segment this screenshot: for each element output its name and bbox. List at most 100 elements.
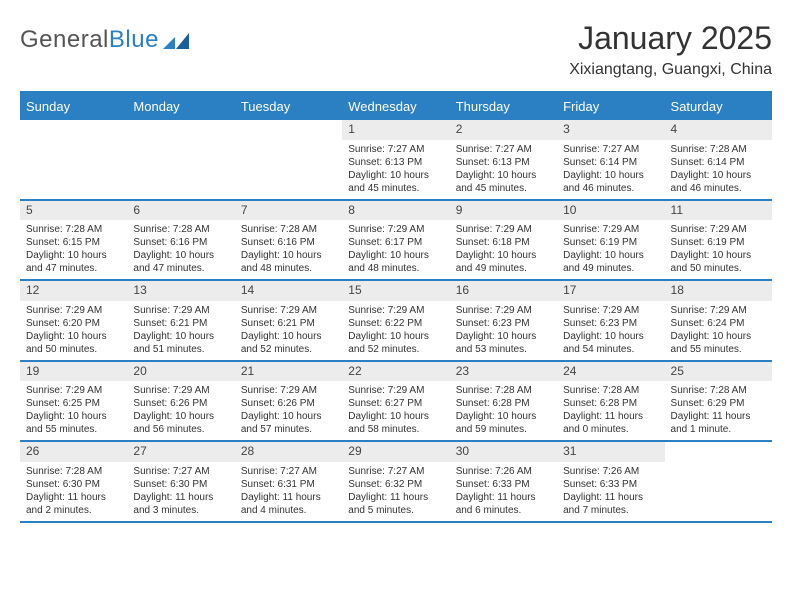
calendar-day-cell: 11Sunrise: 7:29 AMSunset: 6:19 PMDayligh… xyxy=(665,201,772,280)
sunset-line: Sunset: 6:13 PM xyxy=(456,156,551,169)
sunset-line: Sunset: 6:22 PM xyxy=(348,317,443,330)
day-details: Sunrise: 7:28 AMSunset: 6:16 PMDaylight:… xyxy=(235,220,342,279)
day-number: 23 xyxy=(450,362,557,382)
month-title: January 2025 xyxy=(569,20,772,57)
sunset-line: Sunset: 6:33 PM xyxy=(456,478,551,491)
daylight-line: Daylight: 10 hours and 52 minutes. xyxy=(241,330,336,356)
weeks-container: 1Sunrise: 7:27 AMSunset: 6:13 PMDaylight… xyxy=(20,120,772,523)
calendar-day-cell: 18Sunrise: 7:29 AMSunset: 6:24 PMDayligh… xyxy=(665,281,772,360)
sunset-line: Sunset: 6:28 PM xyxy=(456,397,551,410)
calendar-day-cell: 31Sunrise: 7:26 AMSunset: 6:33 PMDayligh… xyxy=(557,442,664,521)
sunset-line: Sunset: 6:15 PM xyxy=(26,236,121,249)
sunset-line: Sunset: 6:23 PM xyxy=(563,317,658,330)
daylight-line: Daylight: 10 hours and 55 minutes. xyxy=(26,410,121,436)
calendar-day-cell: 1Sunrise: 7:27 AMSunset: 6:13 PMDaylight… xyxy=(342,120,449,199)
daylight-line: Daylight: 11 hours and 6 minutes. xyxy=(456,491,551,517)
day-details: Sunrise: 7:29 AMSunset: 6:17 PMDaylight:… xyxy=(342,220,449,279)
sunrise-line: Sunrise: 7:29 AM xyxy=(241,304,336,317)
daylight-line: Daylight: 10 hours and 52 minutes. xyxy=(348,330,443,356)
day-of-week-header: Monday xyxy=(127,93,234,120)
sunrise-line: Sunrise: 7:29 AM xyxy=(26,304,121,317)
calendar-week-row: 1Sunrise: 7:27 AMSunset: 6:13 PMDaylight… xyxy=(20,120,772,201)
sunset-line: Sunset: 6:33 PM xyxy=(563,478,658,491)
calendar-day-cell xyxy=(235,120,342,199)
day-number: 12 xyxy=(20,281,127,301)
days-of-week-row: SundayMondayTuesdayWednesdayThursdayFrid… xyxy=(20,93,772,120)
daylight-line: Daylight: 10 hours and 49 minutes. xyxy=(563,249,658,275)
day-details: Sunrise: 7:29 AMSunset: 6:23 PMDaylight:… xyxy=(450,301,557,360)
day-number: 30 xyxy=(450,442,557,462)
daylight-line: Daylight: 10 hours and 51 minutes. xyxy=(133,330,228,356)
day-of-week-header: Saturday xyxy=(665,93,772,120)
sunset-line: Sunset: 6:21 PM xyxy=(133,317,228,330)
sunrise-line: Sunrise: 7:28 AM xyxy=(563,384,658,397)
daylight-line: Daylight: 10 hours and 48 minutes. xyxy=(241,249,336,275)
calendar-day-cell: 10Sunrise: 7:29 AMSunset: 6:19 PMDayligh… xyxy=(557,201,664,280)
daylight-line: Daylight: 10 hours and 55 minutes. xyxy=(671,330,766,356)
day-details: Sunrise: 7:28 AMSunset: 6:15 PMDaylight:… xyxy=(20,220,127,279)
day-details: Sunrise: 7:29 AMSunset: 6:21 PMDaylight:… xyxy=(235,301,342,360)
day-details: Sunrise: 7:26 AMSunset: 6:33 PMDaylight:… xyxy=(557,462,664,521)
sunrise-line: Sunrise: 7:29 AM xyxy=(348,304,443,317)
daylight-line: Daylight: 10 hours and 47 minutes. xyxy=(26,249,121,275)
daylight-line: Daylight: 10 hours and 53 minutes. xyxy=(456,330,551,356)
sunrise-line: Sunrise: 7:29 AM xyxy=(133,304,228,317)
calendar-day-cell: 5Sunrise: 7:28 AMSunset: 6:15 PMDaylight… xyxy=(20,201,127,280)
daylight-line: Daylight: 11 hours and 1 minute. xyxy=(671,410,766,436)
sunrise-line: Sunrise: 7:27 AM xyxy=(456,143,551,156)
calendar-day-cell: 3Sunrise: 7:27 AMSunset: 6:14 PMDaylight… xyxy=(557,120,664,199)
calendar-grid: SundayMondayTuesdayWednesdayThursdayFrid… xyxy=(20,91,772,523)
day-number: 26 xyxy=(20,442,127,462)
sunset-line: Sunset: 6:25 PM xyxy=(26,397,121,410)
day-of-week-header: Wednesday xyxy=(342,93,449,120)
day-details: Sunrise: 7:28 AMSunset: 6:29 PMDaylight:… xyxy=(665,381,772,440)
calendar-week-row: 5Sunrise: 7:28 AMSunset: 6:15 PMDaylight… xyxy=(20,201,772,282)
day-number: 19 xyxy=(20,362,127,382)
day-details: Sunrise: 7:29 AMSunset: 6:26 PMDaylight:… xyxy=(235,381,342,440)
sunset-line: Sunset: 6:27 PM xyxy=(348,397,443,410)
calendar-day-cell: 21Sunrise: 7:29 AMSunset: 6:26 PMDayligh… xyxy=(235,362,342,441)
day-of-week-header: Tuesday xyxy=(235,93,342,120)
sunset-line: Sunset: 6:23 PM xyxy=(456,317,551,330)
day-details: Sunrise: 7:29 AMSunset: 6:21 PMDaylight:… xyxy=(127,301,234,360)
calendar-day-cell: 17Sunrise: 7:29 AMSunset: 6:23 PMDayligh… xyxy=(557,281,664,360)
day-number xyxy=(235,120,342,140)
sunrise-line: Sunrise: 7:29 AM xyxy=(241,384,336,397)
sunrise-line: Sunrise: 7:29 AM xyxy=(133,384,228,397)
daylight-line: Daylight: 10 hours and 45 minutes. xyxy=(348,169,443,195)
sunset-line: Sunset: 6:18 PM xyxy=(456,236,551,249)
daylight-line: Daylight: 10 hours and 47 minutes. xyxy=(133,249,228,275)
calendar-day-cell: 29Sunrise: 7:27 AMSunset: 6:32 PMDayligh… xyxy=(342,442,449,521)
calendar-day-cell: 15Sunrise: 7:29 AMSunset: 6:22 PMDayligh… xyxy=(342,281,449,360)
calendar-week-row: 19Sunrise: 7:29 AMSunset: 6:25 PMDayligh… xyxy=(20,362,772,443)
sunset-line: Sunset: 6:32 PM xyxy=(348,478,443,491)
daylight-line: Daylight: 10 hours and 50 minutes. xyxy=(671,249,766,275)
daylight-line: Daylight: 10 hours and 57 minutes. xyxy=(241,410,336,436)
day-number: 1 xyxy=(342,120,449,140)
sunset-line: Sunset: 6:14 PM xyxy=(671,156,766,169)
day-number xyxy=(665,442,772,462)
sunrise-line: Sunrise: 7:27 AM xyxy=(563,143,658,156)
sunset-line: Sunset: 6:29 PM xyxy=(671,397,766,410)
day-details: Sunrise: 7:29 AMSunset: 6:20 PMDaylight:… xyxy=(20,301,127,360)
sunrise-line: Sunrise: 7:27 AM xyxy=(348,143,443,156)
day-number: 2 xyxy=(450,120,557,140)
sunrise-line: Sunrise: 7:28 AM xyxy=(26,465,121,478)
day-details: Sunrise: 7:29 AMSunset: 6:25 PMDaylight:… xyxy=(20,381,127,440)
day-number: 31 xyxy=(557,442,664,462)
sunrise-line: Sunrise: 7:26 AM xyxy=(456,465,551,478)
day-number: 13 xyxy=(127,281,234,301)
day-details: Sunrise: 7:27 AMSunset: 6:13 PMDaylight:… xyxy=(450,140,557,199)
day-details: Sunrise: 7:29 AMSunset: 6:22 PMDaylight:… xyxy=(342,301,449,360)
brand-logo-icon xyxy=(163,31,189,49)
day-number: 17 xyxy=(557,281,664,301)
location-subtitle: Xixiangtang, Guangxi, China xyxy=(569,61,772,79)
calendar-day-cell: 14Sunrise: 7:29 AMSunset: 6:21 PMDayligh… xyxy=(235,281,342,360)
sunset-line: Sunset: 6:30 PM xyxy=(133,478,228,491)
day-number xyxy=(127,120,234,140)
brand-logo: GeneralBlue xyxy=(20,20,189,54)
sunset-line: Sunset: 6:26 PM xyxy=(133,397,228,410)
sunrise-line: Sunrise: 7:28 AM xyxy=(241,223,336,236)
day-number: 28 xyxy=(235,442,342,462)
day-number: 25 xyxy=(665,362,772,382)
